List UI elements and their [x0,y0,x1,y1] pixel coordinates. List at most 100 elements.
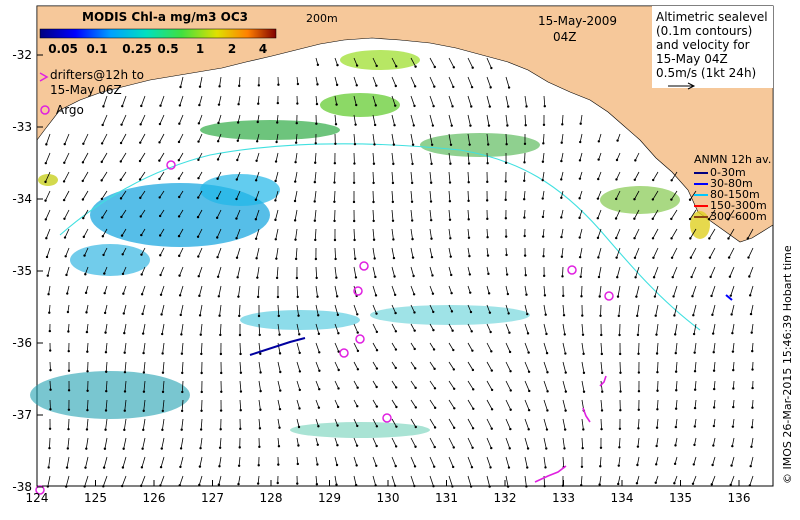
velocity-arrowhead [488,105,492,108]
velocity-arrow [391,114,395,126]
velocity-arrowhead [121,272,125,276]
velocity-arrowhead [560,159,563,163]
velocity-arrowhead [541,215,545,219]
velocity-arrowhead [49,408,52,411]
drifters-legend-line2: 15-May 06Z [50,83,122,97]
velocity-arrow [198,266,203,277]
velocity-arrow [180,437,184,449]
velocity-arrowhead [712,387,716,391]
velocity-arrow [256,133,260,142]
velocity-arrowhead [692,332,696,336]
velocity-arrowhead [160,447,163,450]
velocity-arrow [748,266,754,277]
velocity-arrowhead [615,236,618,240]
velocity-arrowhead [727,256,731,259]
velocity-arrowhead [84,273,87,276]
velocity-arrowhead [373,257,376,260]
velocity-arrow [562,323,566,335]
velocity-arrow [142,437,146,449]
velocity-arrow [731,456,735,466]
velocity-arrowhead [448,218,452,221]
velocity-arrow [467,342,473,351]
velocity-arrowhead [432,485,435,488]
velocity-arrow [181,418,184,430]
velocity-arrowhead [220,371,223,375]
velocity-arrow [410,304,415,313]
velocity-arrow [728,228,735,239]
velocity-arrowhead [48,427,52,430]
velocity-arrowhead [544,313,547,316]
velocity-arrow [597,171,602,180]
velocity-arrowhead [354,123,357,126]
velocity-arrow [275,209,279,220]
velocity-arrow [600,380,603,392]
velocity-arrowhead [712,406,716,409]
velocity-arrow [277,437,280,447]
velocity-arrow [120,133,127,144]
velocity-arrow [334,247,337,259]
velocity-arrow [448,475,453,487]
velocity-arrowhead [617,314,621,318]
velocity-arrowhead [294,141,298,144]
velocity-arrowhead [651,198,655,201]
velocity-arrowhead [161,428,164,432]
velocity-arrow [467,228,470,238]
velocity-arrow [45,152,51,164]
velocity-arrowhead [636,463,639,467]
x-tick-label: 131 [435,491,458,505]
velocity-arrowhead [432,310,435,314]
velocity-arrowhead [541,160,545,163]
velocity-arrow [600,418,602,430]
velocity-arrowhead [196,235,200,238]
velocity-arrowhead [337,387,340,390]
velocity-arrowhead [523,161,526,164]
velocity-arrow [448,76,454,88]
velocity-arrow [296,304,299,316]
velocity-arrowhead [140,104,143,108]
velocity-arrow [581,380,585,392]
velocity-arrow [120,171,127,181]
velocity-arrowhead [197,158,200,162]
velocity-arrowhead [313,219,317,222]
velocity-arrow [652,190,659,200]
velocity-arrow [101,209,108,218]
velocity-arrowhead [275,257,278,260]
velocity-arrow [410,361,416,369]
velocity-arrow [486,361,493,371]
velocity-arrowhead [159,254,162,257]
velocity-arrowhead [541,235,545,238]
velocity-arrowhead [598,483,601,486]
velocity-arrow [391,95,396,106]
velocity-arrowhead [295,276,299,280]
velocity-arrow [217,266,222,277]
velocity-arrow [199,76,203,87]
velocity-arrowhead [712,424,716,428]
velocity-arrow [353,304,358,315]
velocity-arrow [47,475,51,487]
velocity-arrow [467,304,472,313]
velocity-arrowhead [674,425,678,429]
velocity-arrowhead [637,352,640,355]
velocity-arrow [524,152,526,163]
velocity-arrow [372,342,378,351]
velocity-arrow [505,361,511,372]
velocity-arrowhead [712,350,715,354]
velocity-arrow [448,133,452,145]
velocity-arrowhead [47,466,50,469]
velocity-arrowhead [374,294,378,297]
velocity-arrowhead [318,369,321,372]
velocity-arrowhead [254,218,258,221]
velocity-arrow [636,475,640,484]
velocity-arrow [372,133,375,145]
velocity-arrowhead [467,218,470,221]
velocity-arrowhead [487,143,490,146]
velocity-arrowhead [671,275,674,279]
velocity-arrowhead [237,295,240,298]
velocity-arrow [101,133,108,144]
velocity-arrowhead [123,428,126,432]
velocity-arrow [634,190,640,200]
velocity-arrow [579,247,583,258]
velocity-arrowhead [596,236,600,240]
velocity-arrow [429,361,435,370]
velocity-arrow [161,418,165,430]
